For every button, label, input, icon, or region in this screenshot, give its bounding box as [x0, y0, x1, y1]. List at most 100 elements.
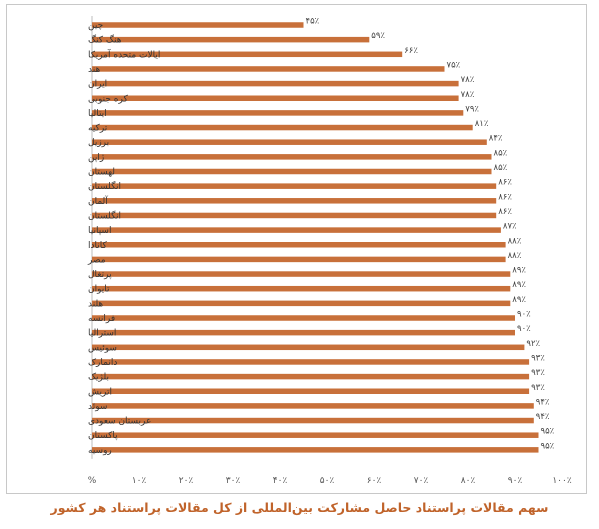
- x-tick-label: ۴۰٪: [273, 476, 288, 486]
- data-label: ۸۷٪: [503, 222, 517, 232]
- x-tick-label: ۱۰۰٪: [552, 476, 572, 486]
- bar: [92, 51, 403, 58]
- category-label: هلند: [88, 299, 103, 309]
- x-tick-label: ۵۰٪: [320, 476, 335, 486]
- data-label: ۸۹٪: [512, 280, 526, 290]
- data-label: ۸۱٪: [475, 119, 489, 129]
- bar: [92, 168, 492, 175]
- category-label: سوئیس: [88, 343, 117, 353]
- category-label: لهستان: [88, 168, 115, 178]
- bar: [92, 66, 445, 72]
- bar: [92, 447, 539, 453]
- category-label: ایران: [88, 80, 107, 90]
- x-axis-unit-label: %: [88, 476, 97, 486]
- data-label: ۹۴٪: [536, 397, 550, 407]
- category-label: هند: [88, 65, 100, 75]
- chart-title: سهم مقالات پراستناد حاصل مشارکت بین‌المل…: [50, 500, 549, 515]
- data-label: ۸۹٪: [512, 295, 526, 305]
- bar: [92, 388, 530, 394]
- category-label: فرانسه: [88, 314, 115, 324]
- data-label: ۸۶٪: [498, 207, 512, 217]
- bar: [92, 95, 459, 101]
- bar: [92, 227, 501, 233]
- bar: [92, 198, 497, 204]
- category-label: ژاپن: [88, 153, 104, 163]
- category-label: پرتغال: [88, 270, 112, 280]
- data-label: ۹۵٪: [541, 427, 555, 437]
- data-label: ۸۹٪: [512, 266, 526, 276]
- bar: [92, 183, 497, 189]
- data-label: ۶۶٪: [404, 46, 418, 56]
- category-label: انگلستان: [88, 209, 121, 221]
- data-label: ۸۵٪: [494, 163, 508, 173]
- data-label: ۹۴٪: [536, 412, 550, 422]
- category-label: برزیل: [88, 138, 109, 148]
- bar: [92, 417, 534, 424]
- bar: [92, 110, 464, 116]
- bar: [92, 344, 525, 351]
- bar: [92, 271, 511, 277]
- data-label: ۷۸٪: [461, 75, 475, 85]
- category-label: کره جنوبی: [88, 94, 128, 104]
- category-label: انگلستان: [88, 180, 121, 192]
- bar: [92, 403, 534, 409]
- data-label: ۸۶٪: [498, 178, 512, 188]
- data-label: ۹۰٪: [517, 310, 531, 320]
- x-tick-label: ۹۰٪: [508, 476, 523, 486]
- category-label: تایوان: [88, 285, 110, 295]
- category-label: پاکستان: [88, 431, 118, 441]
- data-label: ۷۸٪: [461, 90, 475, 100]
- data-label: ۹۳٪: [531, 383, 545, 393]
- data-label: ۹۲٪: [526, 339, 540, 349]
- x-tick-label: ۲۰٪: [179, 476, 194, 486]
- bar: [92, 256, 506, 263]
- category-label: ترکیه: [88, 124, 108, 134]
- bar: [92, 36, 370, 43]
- data-label: ۸۶٪: [498, 192, 512, 202]
- bar: [92, 154, 492, 160]
- x-tick-label: ۷۰٪: [414, 476, 429, 486]
- x-tick-label: ۱۰٪: [132, 476, 147, 486]
- category-label: کانادا: [88, 241, 107, 251]
- data-label: ۹۵٪: [541, 441, 555, 451]
- bar: [92, 285, 511, 292]
- category-label: اسپانیا: [88, 226, 111, 236]
- data-label: ۷۵٪: [447, 60, 461, 70]
- bar: [92, 139, 487, 145]
- category-label: ایتالیا: [88, 109, 107, 119]
- data-label: ۵۹٪: [371, 31, 385, 41]
- category-label: بلژیک: [88, 373, 109, 383]
- x-tick-label: ۸۰٪: [461, 476, 476, 486]
- bar: [92, 315, 515, 321]
- category-label: ایالات متحده آمریکا: [88, 48, 160, 60]
- data-label: ۴۵٪: [306, 17, 320, 27]
- bar: [92, 373, 530, 380]
- bar: [92, 300, 511, 307]
- bar: [92, 124, 473, 131]
- category-label: روسیه: [88, 446, 112, 456]
- category-label: مصر: [87, 255, 106, 265]
- data-label: ۸۵٪: [494, 148, 508, 158]
- category-label: آلمان: [88, 195, 108, 207]
- category-label: استرالیا: [88, 329, 116, 339]
- category-label: سوئد: [88, 402, 107, 412]
- category-label: عربستان سعودی: [88, 417, 151, 427]
- bar: [92, 432, 539, 438]
- data-label: ۹۳٪: [531, 353, 545, 363]
- category-label: دانمارک: [88, 357, 117, 368]
- bar: [92, 329, 515, 336]
- category-label: چین: [88, 21, 103, 31]
- bar: [92, 22, 304, 28]
- category-label: اتریش: [88, 387, 112, 397]
- data-label: ۸۴٪: [489, 134, 503, 144]
- x-tick-label: ۶۰٪: [367, 476, 382, 486]
- bar: [92, 80, 459, 87]
- bar: [92, 359, 530, 365]
- x-tick-label: ۳۰٪: [226, 476, 241, 486]
- bar: [92, 242, 506, 248]
- data-label: ۹۰٪: [517, 324, 531, 334]
- data-label: ۸۸٪: [508, 236, 522, 246]
- data-label: ۹۳٪: [531, 368, 545, 378]
- category-label: هنگ کنگ: [88, 34, 122, 46]
